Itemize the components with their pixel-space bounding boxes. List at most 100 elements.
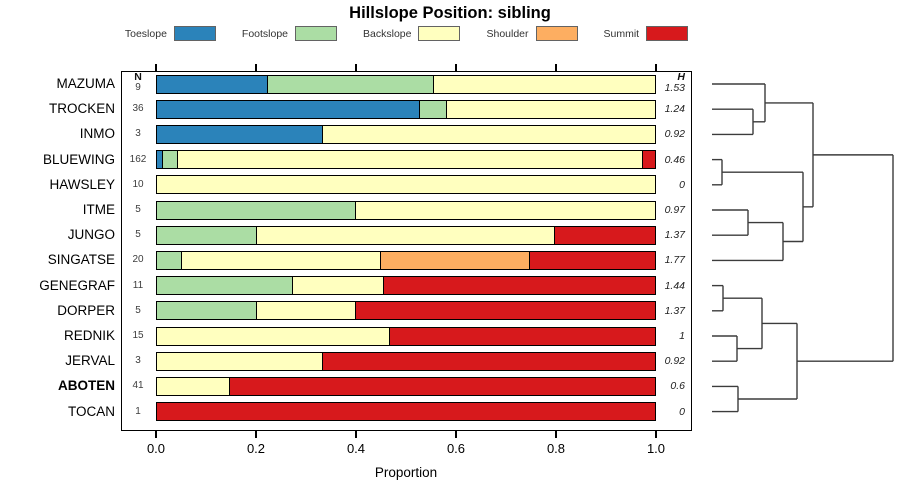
bar-inmo [156, 124, 656, 144]
legend: Toeslope Footslope Backslope Shoulder Summit [0, 26, 813, 41]
n-value-dorper: 5 [135, 304, 141, 316]
bar-segment-aboten-summit [229, 377, 655, 395]
h-value-itme: 0.97 [664, 204, 685, 216]
n-value-singatse: 20 [132, 254, 144, 266]
h-value-genegraf: 1.44 [664, 279, 685, 292]
bar-segment-trocken-backslope [447, 100, 655, 118]
bar-segment-trocken-footslope [419, 100, 448, 118]
column-header-n: N [134, 71, 142, 83]
legend-item-toeslope: Toeslope [125, 26, 216, 41]
bar-segment-singatse-backslope [181, 251, 382, 269]
axis-tick-top-0.4 [355, 64, 357, 71]
row-label-bluewing: BLUEWING [42, 151, 115, 167]
bar-segment-mazuma-toeslope [157, 75, 268, 93]
row-label-trocken: TROCKEN [48, 101, 115, 117]
row-label-singatse: SINGATSE [47, 252, 115, 268]
row-label-jerval: JERVAL [65, 353, 115, 369]
bar-segment-itme-footslope [157, 201, 357, 219]
row-label-genegraf: GENEGRAF [39, 277, 115, 293]
axis-tick-bottom-0.6 [455, 431, 457, 438]
bar-segment-bluewing-summit [642, 151, 655, 169]
bar-segment-hawsley-backslope [157, 176, 655, 194]
legend-swatch-footslope [295, 26, 338, 41]
bar-mazuma [156, 74, 656, 94]
chart-title: Hillslope Position: sibling [349, 4, 551, 22]
plot-box [121, 71, 692, 431]
legend-item-backslope: Backslope [363, 26, 461, 41]
bar-segment-jerval-summit [322, 352, 655, 370]
axis-tick-top-0.6 [455, 64, 457, 71]
axis-tick-bottom-0.0 [155, 431, 157, 438]
bar-segment-inmo-toeslope [157, 125, 323, 143]
n-value-trocken: 36 [132, 103, 144, 115]
bar-genegraf [156, 276, 656, 296]
n-value-tocan: 1 [135, 405, 141, 417]
bar-jerval [156, 351, 656, 371]
axis-tick-top-0.2 [255, 64, 257, 71]
axis-tick-bottom-1.0 [655, 431, 657, 438]
legend-item-summit: Summit [604, 26, 689, 41]
bar-segment-singatse-summit [530, 251, 655, 269]
bar-tocan [156, 402, 656, 422]
axis-tick-label-1.0: 1.0 [646, 441, 666, 456]
bar-segment-dorper-summit [356, 302, 655, 320]
bar-itme [156, 200, 656, 220]
axis-tick-label-0.6: 0.6 [446, 441, 466, 456]
n-value-rednik: 15 [132, 330, 144, 341]
legend-swatch-shoulder [535, 26, 578, 41]
axis-tick-bottom-0.8 [555, 431, 557, 438]
axis-tick-label-0.4: 0.4 [346, 441, 366, 456]
legend-swatch-backslope [418, 26, 461, 41]
bar-aboten [156, 376, 656, 396]
bar-segment-singatse-footslope [157, 251, 182, 269]
axis-tick-label-0.8: 0.8 [546, 441, 566, 456]
bar-segment-jungo-footslope [157, 226, 257, 244]
bar-segment-dorper-footslope [157, 302, 257, 320]
h-value-dorper: 1.37 [664, 304, 685, 317]
row-label-hawsley: HAWSLEY [49, 176, 115, 192]
bar-segment-jungo-summit [555, 226, 655, 244]
n-value-bluewing: 162 [129, 153, 147, 165]
h-value-singatse: 1.77 [664, 254, 685, 267]
x-axis-label: Proportion [374, 465, 438, 480]
axis-tick-label-0.2: 0.2 [246, 441, 266, 456]
legend-label-shoulder: Shoulder [486, 27, 529, 40]
bar-segment-dorper-backslope [256, 302, 357, 320]
row-label-mazuma: MAZUMA [56, 76, 116, 91]
column-header-h: H [677, 71, 685, 83]
row-label-jungo: JUNGO [67, 227, 115, 243]
axis-tick-bottom-0.2 [255, 431, 257, 438]
h-value-inmo: 0.92 [664, 128, 685, 141]
n-value-mazuma: 9 [135, 82, 141, 93]
bar-jungo [156, 225, 656, 245]
row-label-inmo: INMO [79, 126, 115, 142]
bar-trocken [156, 99, 656, 119]
bar-segment-mazuma-footslope [267, 75, 434, 93]
bar-segment-jerval-backslope [157, 352, 323, 370]
row-label-rednik: REDNIK [63, 328, 115, 343]
bar-segment-itme-backslope [356, 201, 655, 219]
legend-swatch-toeslope [173, 26, 216, 41]
bar-segment-aboten-backslope [157, 377, 230, 395]
bar-segment-genegraf-footslope [157, 277, 293, 295]
bar-segment-bluewing-footslope [162, 151, 179, 169]
row-label-dorper: DORPER [57, 302, 115, 318]
bar-segment-genegraf-summit [383, 277, 655, 295]
h-value-aboten: 0.6 [670, 380, 685, 393]
legend-label-toeslope: Toeslope [124, 27, 167, 40]
bar-hawsley [156, 175, 656, 195]
bar-segment-rednik-summit [389, 327, 655, 345]
legend-item-shoulder: Shoulder [486, 26, 578, 41]
n-value-hawsley: 10 [132, 178, 144, 190]
h-value-trocken: 1.24 [664, 103, 685, 116]
bar-segment-trocken-toeslope [157, 100, 420, 118]
h-value-jungo: 1.37 [664, 229, 685, 242]
n-value-aboten: 41 [132, 380, 144, 392]
legend-item-footslope: Footslope [242, 26, 338, 41]
axis-tick-bottom-0.4 [355, 431, 357, 438]
bar-segment-mazuma-backslope [433, 75, 655, 93]
axis-tick-label-0.0: 0.0 [146, 441, 166, 456]
h-value-bluewing: 0.46 [664, 153, 685, 166]
n-value-jerval: 3 [135, 355, 141, 367]
